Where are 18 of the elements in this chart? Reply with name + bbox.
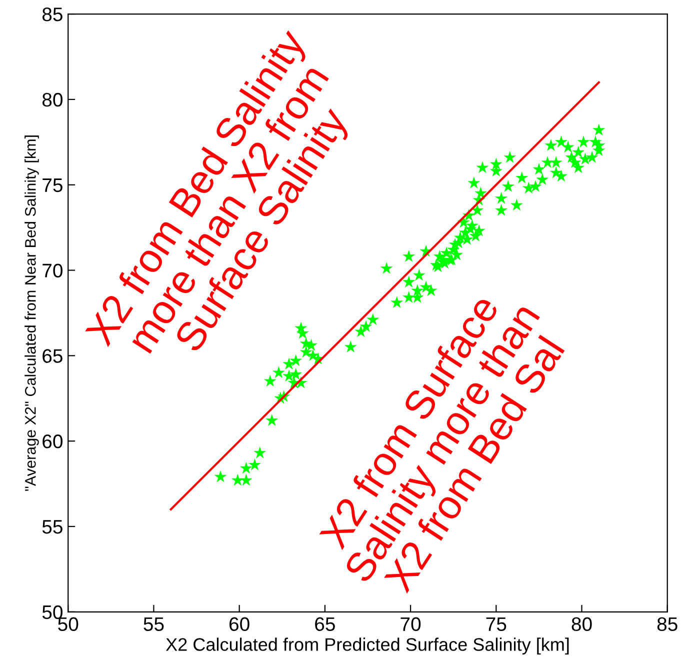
y-tick-label: 55 [42,520,62,534]
y-axis-title: "Average X2" Calculated from Near Bed Salinity [km] [24,136,39,491]
x-tick-label: 60 [230,617,250,632]
y-tick-label: 85 [42,7,62,22]
y-tick-label: 80 [42,92,62,107]
y-tick-label: 60 [42,434,62,448]
x-tick-label: 80 [572,617,592,632]
y-tick-label: 70 [42,264,62,278]
x-tick-label: 65 [315,617,335,632]
x-tick-label: 55 [144,617,164,632]
x-tick-label: 70 [400,617,421,632]
x-tick-label: 85 [657,617,678,632]
y-tick-label: 75 [42,178,62,192]
y-tick-label: 65 [42,349,62,363]
x-axis-title: X2 Calculated from Predicted Surface Salinity [km] [166,638,569,654]
x-tick-label: 50 [58,617,78,632]
x-tick-label: 75 [486,617,506,632]
y-tick-label: 50 [42,605,62,620]
